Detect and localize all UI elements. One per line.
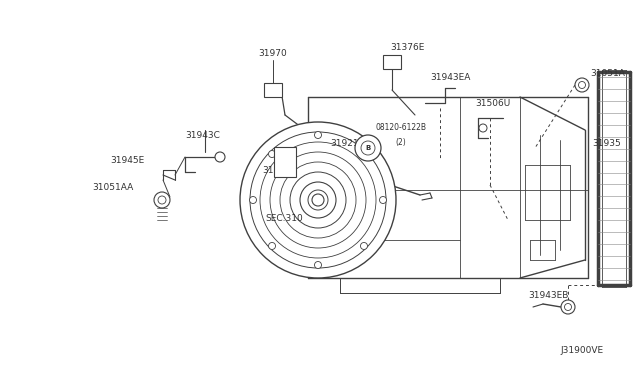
Circle shape xyxy=(158,196,166,204)
Circle shape xyxy=(312,194,324,206)
Circle shape xyxy=(564,304,572,311)
Circle shape xyxy=(355,135,381,161)
Circle shape xyxy=(479,124,487,132)
Circle shape xyxy=(154,192,170,208)
Text: 31506U: 31506U xyxy=(475,99,510,108)
Text: B: B xyxy=(365,145,371,151)
Circle shape xyxy=(260,142,376,258)
Text: 31921: 31921 xyxy=(330,139,358,148)
Circle shape xyxy=(314,131,321,138)
Circle shape xyxy=(270,152,366,248)
Text: 31924: 31924 xyxy=(262,166,291,175)
Circle shape xyxy=(280,162,356,238)
Text: 31376E: 31376E xyxy=(390,43,424,52)
Circle shape xyxy=(269,151,276,157)
Circle shape xyxy=(308,190,328,210)
Circle shape xyxy=(290,172,346,228)
Text: 31970: 31970 xyxy=(259,49,287,58)
Text: 31943EB: 31943EB xyxy=(528,291,568,300)
Circle shape xyxy=(380,196,387,203)
Circle shape xyxy=(314,262,321,269)
Text: J31900VE: J31900VE xyxy=(560,346,603,355)
Text: 31051AA: 31051AA xyxy=(92,183,133,192)
Text: 08120-6122B: 08120-6122B xyxy=(375,123,426,132)
Text: SEC.310: SEC.310 xyxy=(265,214,303,222)
Circle shape xyxy=(300,182,336,218)
Circle shape xyxy=(250,196,257,203)
Circle shape xyxy=(561,300,575,314)
Circle shape xyxy=(579,81,586,89)
Text: 31051A: 31051A xyxy=(590,69,625,78)
FancyBboxPatch shape xyxy=(383,55,401,69)
Circle shape xyxy=(240,122,396,278)
Text: (2): (2) xyxy=(395,138,406,147)
Circle shape xyxy=(360,243,367,250)
Text: 31943C: 31943C xyxy=(185,131,220,140)
FancyBboxPatch shape xyxy=(274,147,296,177)
Circle shape xyxy=(215,152,225,162)
Circle shape xyxy=(250,132,386,268)
Circle shape xyxy=(575,78,589,92)
Circle shape xyxy=(269,243,276,250)
Text: 31943EA: 31943EA xyxy=(430,73,470,82)
Text: 31935: 31935 xyxy=(592,139,621,148)
FancyBboxPatch shape xyxy=(264,83,282,97)
Circle shape xyxy=(361,141,375,155)
Text: 31945E: 31945E xyxy=(110,156,144,165)
Circle shape xyxy=(360,151,367,157)
